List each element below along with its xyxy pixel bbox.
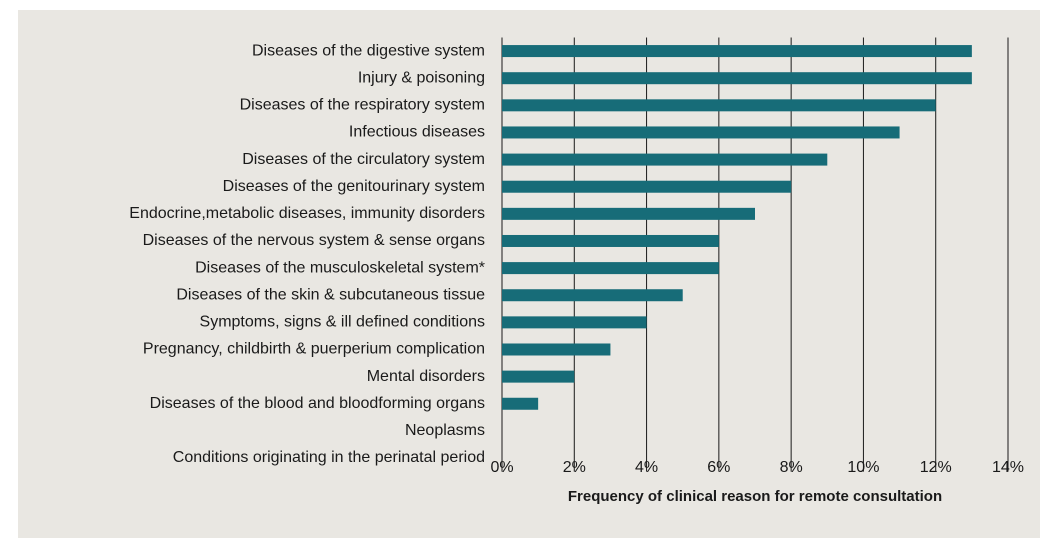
y-tick-label: Diseases of the skin & subcutaneous tiss…	[176, 286, 485, 303]
bar	[502, 126, 900, 139]
x-tick-label: 4%	[635, 459, 658, 476]
y-tick-label: Conditions originating in the perinatal …	[173, 449, 485, 466]
y-tick-label: Diseases of the respiratory system	[240, 97, 485, 114]
y-tick-label: Pregnancy, childbirth & puerperium compl…	[143, 341, 485, 358]
y-tick-label: Symptoms, signs & ill defined conditions	[200, 314, 485, 331]
bar	[502, 99, 936, 112]
y-tick-label: Mental disorders	[367, 368, 485, 385]
y-tick-label: Endocrine,metabolic diseases, immunity d…	[129, 205, 485, 222]
y-tick-label: Diseases of the digestive system	[252, 42, 485, 59]
x-tick-label: 0%	[490, 459, 513, 476]
bar	[502, 289, 683, 302]
y-tick-label: Diseases of the circulatory system	[242, 151, 485, 168]
x-tick-label: 10%	[847, 459, 879, 476]
x-tick-label: 12%	[920, 459, 952, 476]
bar	[502, 343, 611, 356]
x-tick-label: 2%	[563, 459, 586, 476]
bar	[502, 180, 792, 193]
bar	[502, 370, 575, 383]
y-tick-label: Infectious diseases	[349, 124, 485, 141]
bar	[502, 316, 647, 329]
bar	[502, 45, 972, 58]
x-axis-title: Frequency of clinical reason for remote …	[568, 488, 942, 505]
bar	[502, 397, 539, 410]
y-tick-label: Diseases of the nervous system & sense o…	[143, 232, 485, 249]
bar	[502, 72, 972, 85]
x-tick-label: 14%	[992, 459, 1024, 476]
y-tick-label: Diseases of the blood and bloodforming o…	[150, 395, 485, 412]
bar	[502, 207, 755, 220]
bar	[502, 262, 719, 275]
bar	[502, 153, 828, 166]
y-tick-label: Neoplasms	[405, 422, 485, 439]
y-tick-label: Diseases of the genitourinary system	[223, 178, 485, 195]
x-tick-label: 6%	[707, 459, 730, 476]
y-tick-label: Diseases of the musculoskeletal system*	[195, 259, 485, 276]
y-tick-label: Injury & poisoning	[358, 69, 485, 86]
x-tick-label: 8%	[780, 459, 803, 476]
bar	[502, 234, 719, 247]
